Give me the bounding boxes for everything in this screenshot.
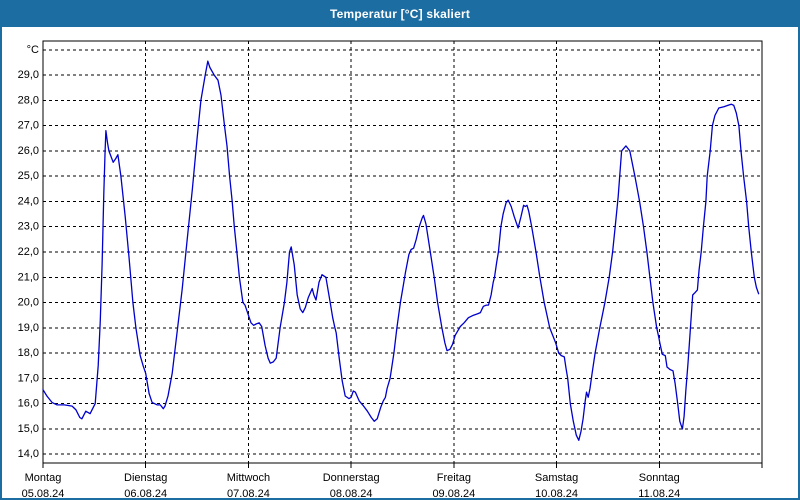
day-name-label: Donnerstag (323, 472, 380, 484)
y-axis-label: 24,0 (18, 195, 39, 207)
y-axis-label: 28,0 (18, 94, 39, 106)
day-name-label: Freitag (437, 472, 471, 484)
y-axis-label: 19,0 (18, 322, 39, 334)
y-axis-label: 16,0 (18, 398, 39, 410)
y-axis-label: 23,0 (18, 221, 39, 233)
day-name-label: Mittwoch (227, 472, 270, 484)
y-axis-label: 18,0 (18, 347, 39, 359)
day-name-label: Sonntag (639, 472, 680, 484)
temperature-chart-svg: 14,0 15,0 16,0 17,0 18,0 19,0 20,0 21,0 22,0 23,0… (18, 40, 763, 498)
y-axis-label: 29,0 (18, 69, 39, 81)
day-date-label: 10.08.24 (535, 488, 578, 498)
day-name-label: Montag (25, 472, 62, 484)
day-date-label: 06.08.24 (124, 488, 167, 498)
y-axis-label: 26,0 (18, 145, 39, 157)
temperature-line (42, 60, 760, 441)
window-titlebar: Temperatur [°C] skaliert (2, 2, 798, 27)
day-date-label: 11.08.24 (638, 488, 680, 498)
y-axis-unit-label: °C (27, 44, 39, 56)
y-axis-label: 21,0 (18, 271, 39, 283)
y-axis-label: 25,0 (18, 170, 39, 182)
y-axis-label: 27,0 (18, 120, 39, 132)
y-axis-label: 22,0 (18, 246, 39, 258)
plot-border (42, 40, 763, 464)
y-axis-label: 15,0 (18, 423, 39, 435)
y-axis-label: 14,0 (18, 448, 39, 460)
day-name-label: Samstag (535, 472, 578, 484)
day-date-label: 08.08.24 (330, 488, 373, 498)
day-name-label: Dienstag (124, 472, 167, 484)
day-date-label: 09.08.24 (432, 488, 475, 498)
day-date-label: 07.08.24 (227, 488, 270, 498)
day-date-label: 05.08.24 (22, 488, 65, 498)
y-axis-label: 17,0 (18, 372, 39, 384)
window-title: Temperatur [°C] skaliert (329, 7, 471, 21)
y-axis-label: 20,0 (18, 297, 39, 309)
chart-area: 14,0 15,0 16,0 17,0 18,0 19,0 20,0 21,0 22,0 23,0… (2, 27, 798, 498)
